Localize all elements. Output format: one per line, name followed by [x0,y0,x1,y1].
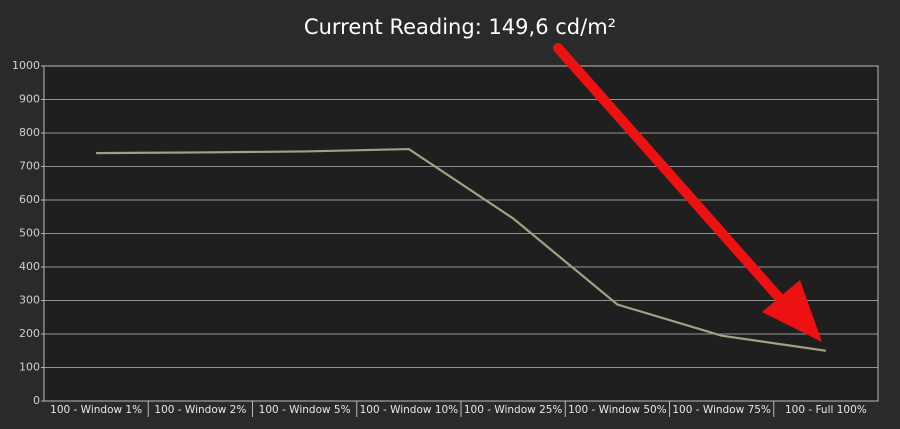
y-tick-label: 1000 [12,59,40,72]
y-tick-label: 800 [19,126,40,139]
y-tick-label: 600 [19,193,40,206]
x-tick-label: 100 - Window 2% [154,404,246,416]
x-tick-label: 100 - Window 75% [672,404,771,416]
data-line [96,147,827,352]
y-tick-label: 400 [19,260,40,273]
arrow-head [762,280,822,342]
y-tick-label: 700 [19,160,40,173]
y-tick-label: 900 [19,93,40,106]
x-tick-label: 100 - Window 1% [50,404,142,416]
y-tick-label: 0 [33,394,40,407]
y-tick-label: 100 [19,361,40,374]
annotation-arrow [553,43,822,342]
x-tick-label: 100 - Window 10% [360,404,459,416]
arrow-shaft [553,43,795,315]
marks: 0 100 200 300 400 500 600 700 800 900 1000 100 - Wi… [12,59,878,417]
x-tick-label: 100 - Window 50% [568,404,667,416]
y-tick-label: 300 [19,294,40,307]
x-tick-label: 100 - Window 25% [464,404,563,416]
x-tick-label: 100 - Full 100% [785,404,867,416]
y-tick-label: 500 [19,227,40,240]
chart-title: Current Reading: 149,6 cd/m² [304,15,616,39]
y-tick-label: 200 [19,327,40,340]
x-tick-label: 100 - Window 5% [259,404,351,416]
